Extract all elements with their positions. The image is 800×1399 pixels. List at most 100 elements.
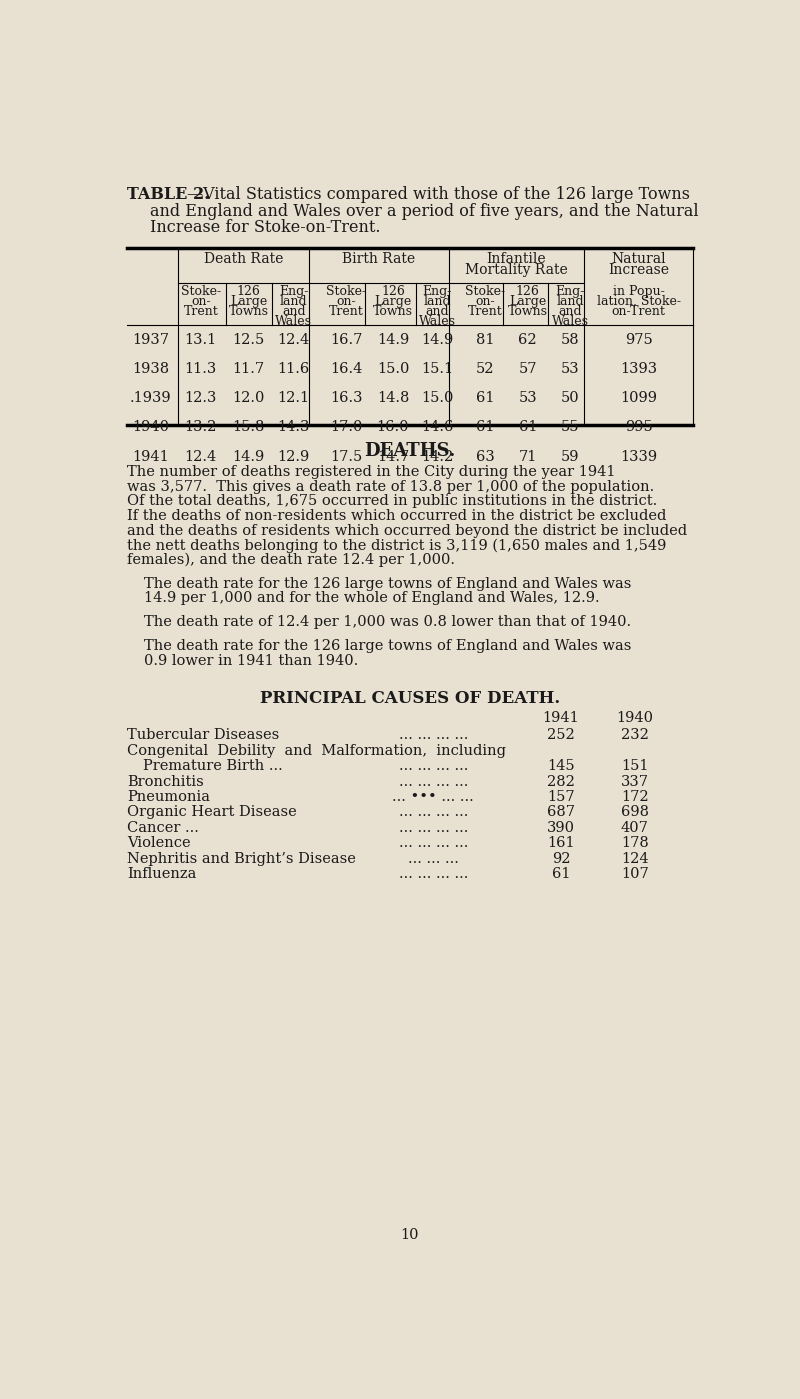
Text: 12.4: 12.4 — [185, 449, 217, 463]
Text: ... ... ... ...: ... ... ... ... — [398, 775, 468, 789]
Text: 407: 407 — [621, 821, 649, 835]
Text: land: land — [423, 295, 451, 308]
Text: 61: 61 — [518, 421, 537, 435]
Text: Increase: Increase — [608, 263, 669, 277]
Text: 1937: 1937 — [132, 333, 169, 347]
Text: and: and — [282, 305, 306, 318]
Text: ... ... ...: ... ... ... — [408, 852, 458, 866]
Text: 57: 57 — [518, 362, 537, 376]
Text: Birth Rate: Birth Rate — [342, 252, 415, 266]
Text: land: land — [557, 295, 584, 308]
Text: 995: 995 — [625, 421, 653, 435]
Text: 17.5: 17.5 — [330, 449, 362, 463]
Text: 12.9: 12.9 — [278, 449, 310, 463]
Text: 61: 61 — [476, 421, 494, 435]
Text: 14.7: 14.7 — [377, 449, 409, 463]
Text: Towns: Towns — [508, 305, 548, 318]
Text: ... ... ... ...: ... ... ... ... — [398, 806, 468, 820]
Text: 15.8: 15.8 — [233, 421, 265, 435]
Text: The number of deaths registered in the City during the year 1941: The number of deaths registered in the C… — [127, 464, 616, 478]
Text: 0.9 lower in 1941 than 1940.: 0.9 lower in 1941 than 1940. — [144, 653, 358, 667]
Text: 1940: 1940 — [132, 421, 169, 435]
Text: on-: on- — [191, 295, 210, 308]
Text: 14.9: 14.9 — [233, 449, 265, 463]
Text: Violence: Violence — [127, 837, 190, 851]
Text: 337: 337 — [621, 775, 649, 789]
Text: 52: 52 — [476, 362, 494, 376]
Text: 11.3: 11.3 — [185, 362, 217, 376]
Text: 1339: 1339 — [620, 449, 657, 463]
Text: Infantile: Infantile — [486, 252, 546, 266]
Text: and the deaths of residents which occurred beyond the district be included: and the deaths of residents which occurr… — [127, 523, 687, 537]
Text: 14.9: 14.9 — [377, 333, 409, 347]
Text: females), and the death rate 12.4 per 1,000.: females), and the death rate 12.4 per 1,… — [127, 553, 455, 567]
Text: 151: 151 — [621, 760, 649, 774]
Text: 50: 50 — [561, 392, 580, 406]
Text: Large: Large — [230, 295, 267, 308]
Text: ... ... ... ...: ... ... ... ... — [398, 867, 468, 881]
Text: 55: 55 — [561, 421, 580, 435]
Text: 62: 62 — [518, 333, 537, 347]
Text: If the deaths of non-residents which occurred in the district be excluded: If the deaths of non-residents which occ… — [127, 509, 666, 523]
Text: ... ... ... ...: ... ... ... ... — [398, 837, 468, 851]
Text: TABLE 2.: TABLE 2. — [127, 186, 210, 203]
Text: 232: 232 — [621, 729, 649, 743]
Text: 1941: 1941 — [542, 712, 579, 726]
Text: The death rate for the 126 large towns of England and Wales was: The death rate for the 126 large towns o… — [144, 639, 631, 653]
Text: on-: on- — [475, 295, 495, 308]
Text: 157: 157 — [547, 790, 575, 804]
Text: The death rate of 12.4 per 1,000 was 0.8 lower than that of 1940.: The death rate of 12.4 per 1,000 was 0.8… — [144, 616, 631, 630]
Text: and England and Wales over a period of five years, and the Natural: and England and Wales over a period of f… — [150, 203, 699, 220]
Text: on-Trent: on-Trent — [612, 305, 666, 318]
Text: was 3,577.  This gives a death rate of 13.8 per 1,000 of the population.: was 3,577. This gives a death rate of 13… — [127, 480, 654, 494]
Text: 16.7: 16.7 — [330, 333, 362, 347]
Text: 252: 252 — [547, 729, 575, 743]
Text: 11.7: 11.7 — [233, 362, 265, 376]
Text: 10: 10 — [401, 1228, 419, 1242]
Text: Cancer ...: Cancer ... — [127, 821, 199, 835]
Text: 1099: 1099 — [620, 392, 657, 406]
Text: 81: 81 — [476, 333, 494, 347]
Text: Wales: Wales — [552, 315, 589, 327]
Text: 16.0: 16.0 — [377, 421, 409, 435]
Text: Eng-: Eng- — [422, 285, 452, 298]
Text: 15.1: 15.1 — [421, 362, 453, 376]
Text: 14.9: 14.9 — [421, 333, 454, 347]
Text: 12.3: 12.3 — [185, 392, 217, 406]
Text: 12.4: 12.4 — [278, 333, 310, 347]
Text: 16.3: 16.3 — [330, 392, 362, 406]
Text: 61: 61 — [476, 392, 494, 406]
Text: 282: 282 — [547, 775, 575, 789]
Text: Eng-: Eng- — [279, 285, 309, 298]
Text: Wales: Wales — [275, 315, 312, 327]
Text: 14.2: 14.2 — [421, 449, 454, 463]
Text: 12.1: 12.1 — [278, 392, 310, 406]
Text: ... ••• ... ...: ... ••• ... ... — [392, 790, 474, 804]
Text: 59: 59 — [561, 449, 580, 463]
Text: Large: Large — [374, 295, 411, 308]
Text: Trent: Trent — [183, 305, 218, 318]
Text: PRINCIPAL CAUSES OF DEATH.: PRINCIPAL CAUSES OF DEATH. — [260, 690, 560, 706]
Text: 92: 92 — [552, 852, 570, 866]
Text: The death rate for the 126 large towns of England and Wales was: The death rate for the 126 large towns o… — [144, 576, 631, 590]
Text: 12.0: 12.0 — [233, 392, 265, 406]
Text: Trent: Trent — [329, 305, 364, 318]
Text: Towns: Towns — [373, 305, 413, 318]
Text: 61: 61 — [552, 867, 570, 881]
Text: Death Rate: Death Rate — [204, 252, 283, 266]
Text: 53: 53 — [561, 362, 580, 376]
Text: the nett deaths belonging to the district is 3,119 (1,650 males and 1,549: the nett deaths belonging to the distric… — [127, 539, 666, 553]
Text: Tubercular Diseases: Tubercular Diseases — [127, 729, 279, 743]
Text: and: and — [426, 305, 449, 318]
Text: 63: 63 — [476, 449, 494, 463]
Text: 1941: 1941 — [132, 449, 169, 463]
Text: Influenza: Influenza — [127, 867, 197, 881]
Text: 14.6: 14.6 — [421, 421, 454, 435]
Text: ... ... ... ...: ... ... ... ... — [398, 760, 468, 774]
Text: 390: 390 — [547, 821, 575, 835]
Text: Bronchitis: Bronchitis — [127, 775, 204, 789]
Text: in Popu-: in Popu- — [613, 285, 665, 298]
Text: Natural: Natural — [611, 252, 666, 266]
Text: Pneumonia: Pneumonia — [127, 790, 210, 804]
Text: on-: on- — [337, 295, 356, 308]
